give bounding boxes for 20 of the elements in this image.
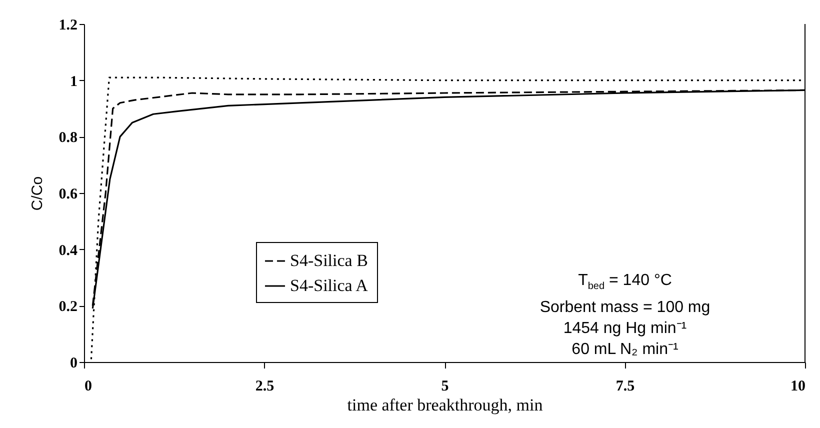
x-tick-label: 7.5 bbox=[616, 378, 635, 394]
annotation: Sorbent mass = 100 mg bbox=[538, 298, 712, 318]
x-axis-title: time after breakthrough, min bbox=[347, 396, 544, 414]
x-tick-label: 2.5 bbox=[255, 378, 274, 394]
y-tick-label: 0.8 bbox=[58, 130, 78, 146]
y-tick-label: 0.6 bbox=[58, 186, 78, 202]
y-tick-label: 1.2 bbox=[58, 18, 78, 34]
x-tick-label: 10 bbox=[790, 378, 806, 394]
y-axis-title: C/Co bbox=[28, 176, 46, 211]
legend-label: S4-Silica A bbox=[290, 276, 369, 295]
y-tick-label: 0.4 bbox=[58, 242, 78, 259]
annotation: 1454 ng Hg min⁻¹ bbox=[562, 319, 688, 340]
x-tick-label: 0 bbox=[84, 378, 92, 394]
annotation: 60 mL N₂ min⁻¹ bbox=[570, 340, 680, 360]
y-tick-label: 1 bbox=[70, 74, 78, 90]
annotation: T$_{bed}$ = 140 °C bbox=[577, 271, 673, 294]
y-tick-label: 0 bbox=[70, 356, 78, 372]
y-tick-label: 0.2 bbox=[58, 299, 78, 316]
legend-label: S4-Silica B bbox=[290, 251, 368, 270]
x-tick-label: 5 bbox=[441, 378, 449, 394]
